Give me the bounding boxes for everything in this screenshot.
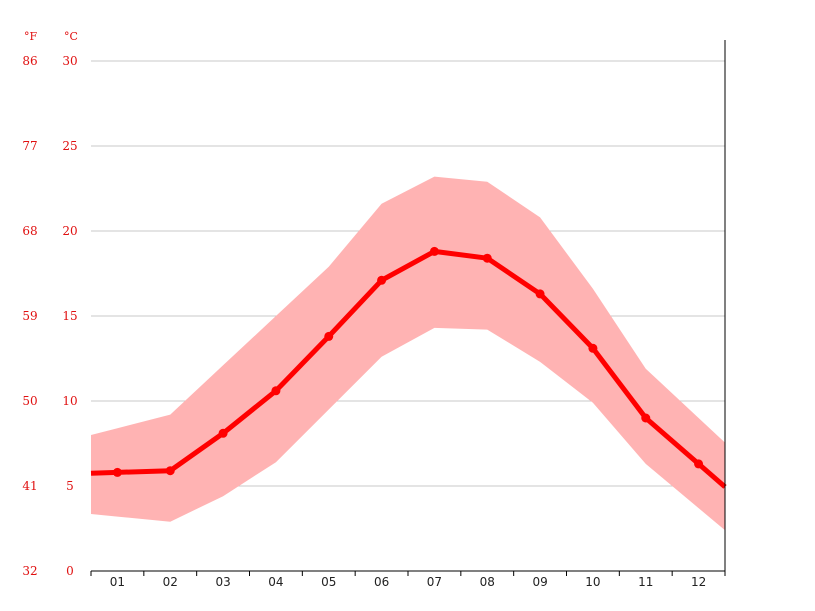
x-tick-label: 06	[374, 575, 389, 589]
data-point	[324, 331, 334, 341]
y-tick-label-celsius: 15	[62, 309, 77, 323]
y-tick-label-fahrenheit: 41	[22, 479, 37, 493]
x-tick-label: 12	[691, 575, 706, 589]
y-tick-label-celsius: 5	[66, 479, 74, 493]
x-tick-label: 09	[532, 575, 547, 589]
fahrenheit-unit-label: °F	[24, 30, 38, 43]
x-tick-label: 08	[480, 575, 495, 589]
data-point	[641, 413, 651, 423]
data-point	[112, 467, 122, 477]
y-tick-label-fahrenheit: 86	[22, 54, 37, 68]
y-tick-label-celsius: 10	[62, 394, 77, 408]
x-tick-label: 05	[321, 575, 336, 589]
data-point	[535, 289, 545, 299]
y-tick-label-celsius: 25	[62, 139, 77, 153]
y-tick-label-celsius: 0	[66, 564, 74, 578]
data-point	[482, 253, 492, 263]
y-axis-labels: 0 32 5 41 10 50 15 59 20 68 25 77 30 86	[22, 54, 77, 578]
data-point	[694, 459, 704, 469]
y-tick-label-fahrenheit: 68	[22, 224, 37, 238]
y-tick-label-fahrenheit: 59	[22, 309, 37, 323]
y-tick-label-celsius: 30	[62, 54, 77, 68]
x-tick-label: 07	[427, 575, 442, 589]
data-point	[165, 466, 175, 476]
temperature-range-band	[91, 176, 725, 531]
x-axis-labels: 01 02 03 04 05 06 07 08 09 10 11 12	[110, 575, 706, 589]
data-point	[429, 246, 439, 256]
x-tick-label: 04	[268, 575, 283, 589]
x-axis-ticks	[90, 571, 726, 576]
average-temperature-line	[90, 248, 727, 489]
x-tick-label: 03	[215, 575, 230, 589]
data-point	[271, 386, 281, 396]
y-tick-label-celsius: 20	[62, 224, 77, 238]
celsius-unit-label: °C	[64, 30, 78, 43]
x-tick-label: 11	[638, 575, 653, 589]
x-tick-label: 01	[110, 575, 125, 589]
x-tick-label: 10	[585, 575, 600, 589]
x-tick-label: 02	[163, 575, 178, 589]
data-points	[112, 246, 704, 477]
data-point	[218, 428, 228, 438]
data-point	[377, 275, 387, 285]
data-point	[588, 343, 598, 353]
y-tick-label-fahrenheit: 50	[22, 394, 37, 408]
y-tick-label-fahrenheit: 77	[22, 139, 37, 153]
y-tick-label-fahrenheit: 32	[22, 564, 37, 578]
